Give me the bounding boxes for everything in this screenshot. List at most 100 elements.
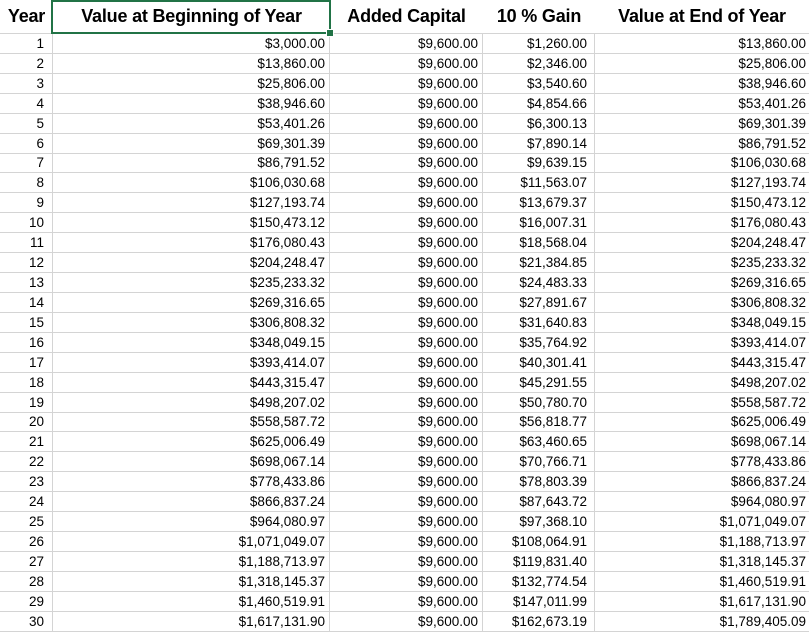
cell-added-capital[interactable]: $9,600.00 <box>330 113 483 134</box>
cell-begin-value[interactable]: $176,080.43 <box>53 233 330 254</box>
fill-handle[interactable] <box>326 29 334 37</box>
cell-added-capital[interactable]: $9,600.00 <box>330 292 483 313</box>
cell-year[interactable]: 13 <box>0 273 53 293</box>
cell-year[interactable]: 3 <box>0 73 53 94</box>
cell-gain[interactable]: $50,780.70 <box>483 392 595 413</box>
cell-year[interactable]: 15 <box>0 312 53 333</box>
cell-begin-value[interactable]: $1,617,131.90 <box>53 611 330 632</box>
cell-added-capital[interactable]: $9,600.00 <box>330 512 483 533</box>
cell-begin-value[interactable]: $778,433.86 <box>53 472 330 493</box>
cell-added-capital[interactable]: $9,600.00 <box>330 532 483 552</box>
cell-gain[interactable]: $16,007.31 <box>483 213 595 234</box>
cell-begin-value[interactable]: $348,049.15 <box>53 332 330 353</box>
cell-year[interactable]: 28 <box>0 571 53 592</box>
cell-end-value[interactable]: $269,316.65 <box>595 273 809 293</box>
column-header-end-value[interactable]: Value at End of Year <box>595 0 809 34</box>
cell-year[interactable]: 8 <box>0 173 53 194</box>
cell-end-value[interactable]: $393,414.07 <box>595 333 809 353</box>
cell-year[interactable]: 18 <box>0 372 53 393</box>
cell-added-capital[interactable]: $9,600.00 <box>330 591 483 612</box>
cell-gain[interactable]: $56,818.77 <box>483 412 595 433</box>
cell-gain[interactable]: $132,774.54 <box>483 571 595 592</box>
cell-begin-value[interactable]: $86,791.52 <box>53 153 330 174</box>
cell-year[interactable]: 20 <box>0 412 53 433</box>
cell-begin-value[interactable]: $204,248.47 <box>53 253 330 274</box>
cell-begin-value[interactable]: $698,067.14 <box>53 452 330 473</box>
cell-gain[interactable]: $4,854.66 <box>483 93 595 114</box>
cell-gain[interactable]: $97,368.10 <box>483 512 595 533</box>
cell-year[interactable]: 29 <box>0 591 53 612</box>
cell-gain[interactable]: $162,673.19 <box>483 611 595 632</box>
cell-begin-value[interactable]: $625,006.49 <box>53 432 330 453</box>
cell-year[interactable]: 16 <box>0 332 53 353</box>
cell-added-capital[interactable]: $9,600.00 <box>330 352 483 373</box>
cell-added-capital[interactable]: $9,600.00 <box>330 273 483 293</box>
cell-end-value[interactable]: $778,433.86 <box>595 452 809 473</box>
cell-year[interactable]: 7 <box>0 153 53 174</box>
cell-added-capital[interactable]: $9,600.00 <box>330 332 483 353</box>
cell-added-capital[interactable]: $9,600.00 <box>330 452 483 473</box>
cell-begin-value[interactable]: $306,808.32 <box>53 312 330 333</box>
cell-year[interactable]: 21 <box>0 432 53 453</box>
cell-gain[interactable]: $21,384.85 <box>483 253 595 274</box>
column-header-begin-value[interactable]: Value at Beginning of Year <box>53 0 330 34</box>
cell-gain[interactable]: $78,803.39 <box>483 472 595 493</box>
cell-added-capital[interactable]: $9,600.00 <box>330 34 483 54</box>
cell-end-value[interactable]: $86,791.52 <box>595 134 809 154</box>
cell-added-capital[interactable]: $9,600.00 <box>330 73 483 94</box>
cell-begin-value[interactable]: $127,193.74 <box>53 193 330 214</box>
cell-end-value[interactable]: $1,789,405.09 <box>595 612 809 632</box>
cell-year[interactable]: 26 <box>0 532 53 552</box>
cell-begin-value[interactable]: $38,946.60 <box>53 93 330 114</box>
cell-end-value[interactable]: $306,808.32 <box>595 293 809 313</box>
cell-gain[interactable]: $18,568.04 <box>483 233 595 254</box>
cell-gain[interactable]: $27,891.67 <box>483 292 595 313</box>
cell-end-value[interactable]: $235,233.32 <box>595 253 809 274</box>
cell-added-capital[interactable]: $9,600.00 <box>330 53 483 74</box>
cell-begin-value[interactable]: $393,414.07 <box>53 352 330 373</box>
cell-gain[interactable]: $45,291.55 <box>483 372 595 393</box>
cell-begin-value[interactable]: $235,233.32 <box>53 273 330 293</box>
cell-added-capital[interactable]: $9,600.00 <box>330 571 483 592</box>
cell-begin-value[interactable]: $13,860.00 <box>53 53 330 74</box>
cell-gain[interactable]: $147,011.99 <box>483 591 595 612</box>
cell-year[interactable]: 9 <box>0 193 53 214</box>
cell-end-value[interactable]: $1,071,049.07 <box>595 512 809 533</box>
cell-gain[interactable]: $40,301.41 <box>483 352 595 373</box>
cell-begin-value[interactable]: $866,837.24 <box>53 492 330 513</box>
cell-added-capital[interactable]: $9,600.00 <box>330 133 483 154</box>
cell-year[interactable]: 23 <box>0 472 53 493</box>
cell-year[interactable]: 25 <box>0 512 53 533</box>
cell-year[interactable]: 4 <box>0 93 53 114</box>
cell-begin-value[interactable]: $150,473.12 <box>53 213 330 234</box>
cell-begin-value[interactable]: $558,587.72 <box>53 412 330 433</box>
cell-year[interactable]: 2 <box>0 53 53 74</box>
cell-begin-value[interactable]: $53,401.26 <box>53 113 330 134</box>
cell-gain[interactable]: $2,346.00 <box>483 53 595 74</box>
cell-year[interactable]: 12 <box>0 253 53 274</box>
cell-year[interactable]: 11 <box>0 233 53 254</box>
cell-added-capital[interactable]: $9,600.00 <box>330 233 483 254</box>
cell-added-capital[interactable]: $9,600.00 <box>330 253 483 274</box>
cell-year[interactable]: 10 <box>0 213 53 234</box>
cell-end-value[interactable]: $150,473.12 <box>595 193 809 214</box>
cell-gain[interactable]: $6,300.13 <box>483 113 595 134</box>
cell-end-value[interactable]: $443,315.47 <box>595 353 809 373</box>
cell-added-capital[interactable]: $9,600.00 <box>330 432 483 453</box>
cell-gain[interactable]: $7,890.14 <box>483 133 595 154</box>
cell-end-value[interactable]: $176,080.43 <box>595 213 809 234</box>
cell-end-value[interactable]: $13,860.00 <box>595 34 809 54</box>
cell-gain[interactable]: $24,483.33 <box>483 273 595 293</box>
cell-begin-value[interactable]: $1,460,519.91 <box>53 591 330 612</box>
cell-end-value[interactable]: $866,837.24 <box>595 472 809 493</box>
cell-end-value[interactable]: $127,193.74 <box>595 173 809 194</box>
column-header-year[interactable]: Year <box>0 0 53 34</box>
cell-year[interactable]: 6 <box>0 133 53 154</box>
cell-year[interactable]: 27 <box>0 551 53 572</box>
cell-gain[interactable]: $108,064.91 <box>483 532 595 552</box>
cell-year[interactable]: 1 <box>0 34 53 54</box>
cell-added-capital[interactable]: $9,600.00 <box>330 412 483 433</box>
cell-end-value[interactable]: $348,049.15 <box>595 313 809 333</box>
cell-gain[interactable]: $70,766.71 <box>483 452 595 473</box>
cell-end-value[interactable]: $69,301.39 <box>595 114 809 134</box>
